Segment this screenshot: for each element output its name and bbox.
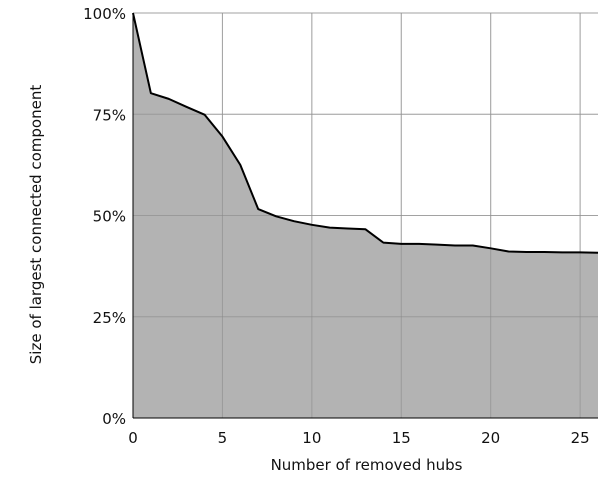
x-tick-label: 5	[218, 429, 228, 447]
grid-lines-overlay	[133, 12, 598, 418]
y-tick-labels: 0% 25% 50% 75% 100%	[83, 5, 126, 428]
y-axis-title: Size of largest connected component	[27, 85, 45, 365]
x-axis-title: Number of removed hubs	[271, 456, 463, 474]
y-tick-label: 100%	[83, 5, 126, 23]
y-tick-label: 75%	[93, 106, 126, 124]
x-tick-label: 15	[392, 429, 411, 447]
y-tick-label: 0%	[102, 410, 126, 428]
x-tick-labels: 0 5 10 15 20 25	[128, 429, 589, 447]
x-tick-label: 20	[481, 429, 500, 447]
x-tick-label: 25	[571, 429, 590, 447]
series-line	[132, 12, 599, 254]
y-tick-label: 25%	[93, 309, 126, 327]
x-tick-label: 10	[302, 429, 321, 447]
y-tick-label: 50%	[93, 208, 126, 226]
x-tick-label: 0	[128, 429, 138, 447]
